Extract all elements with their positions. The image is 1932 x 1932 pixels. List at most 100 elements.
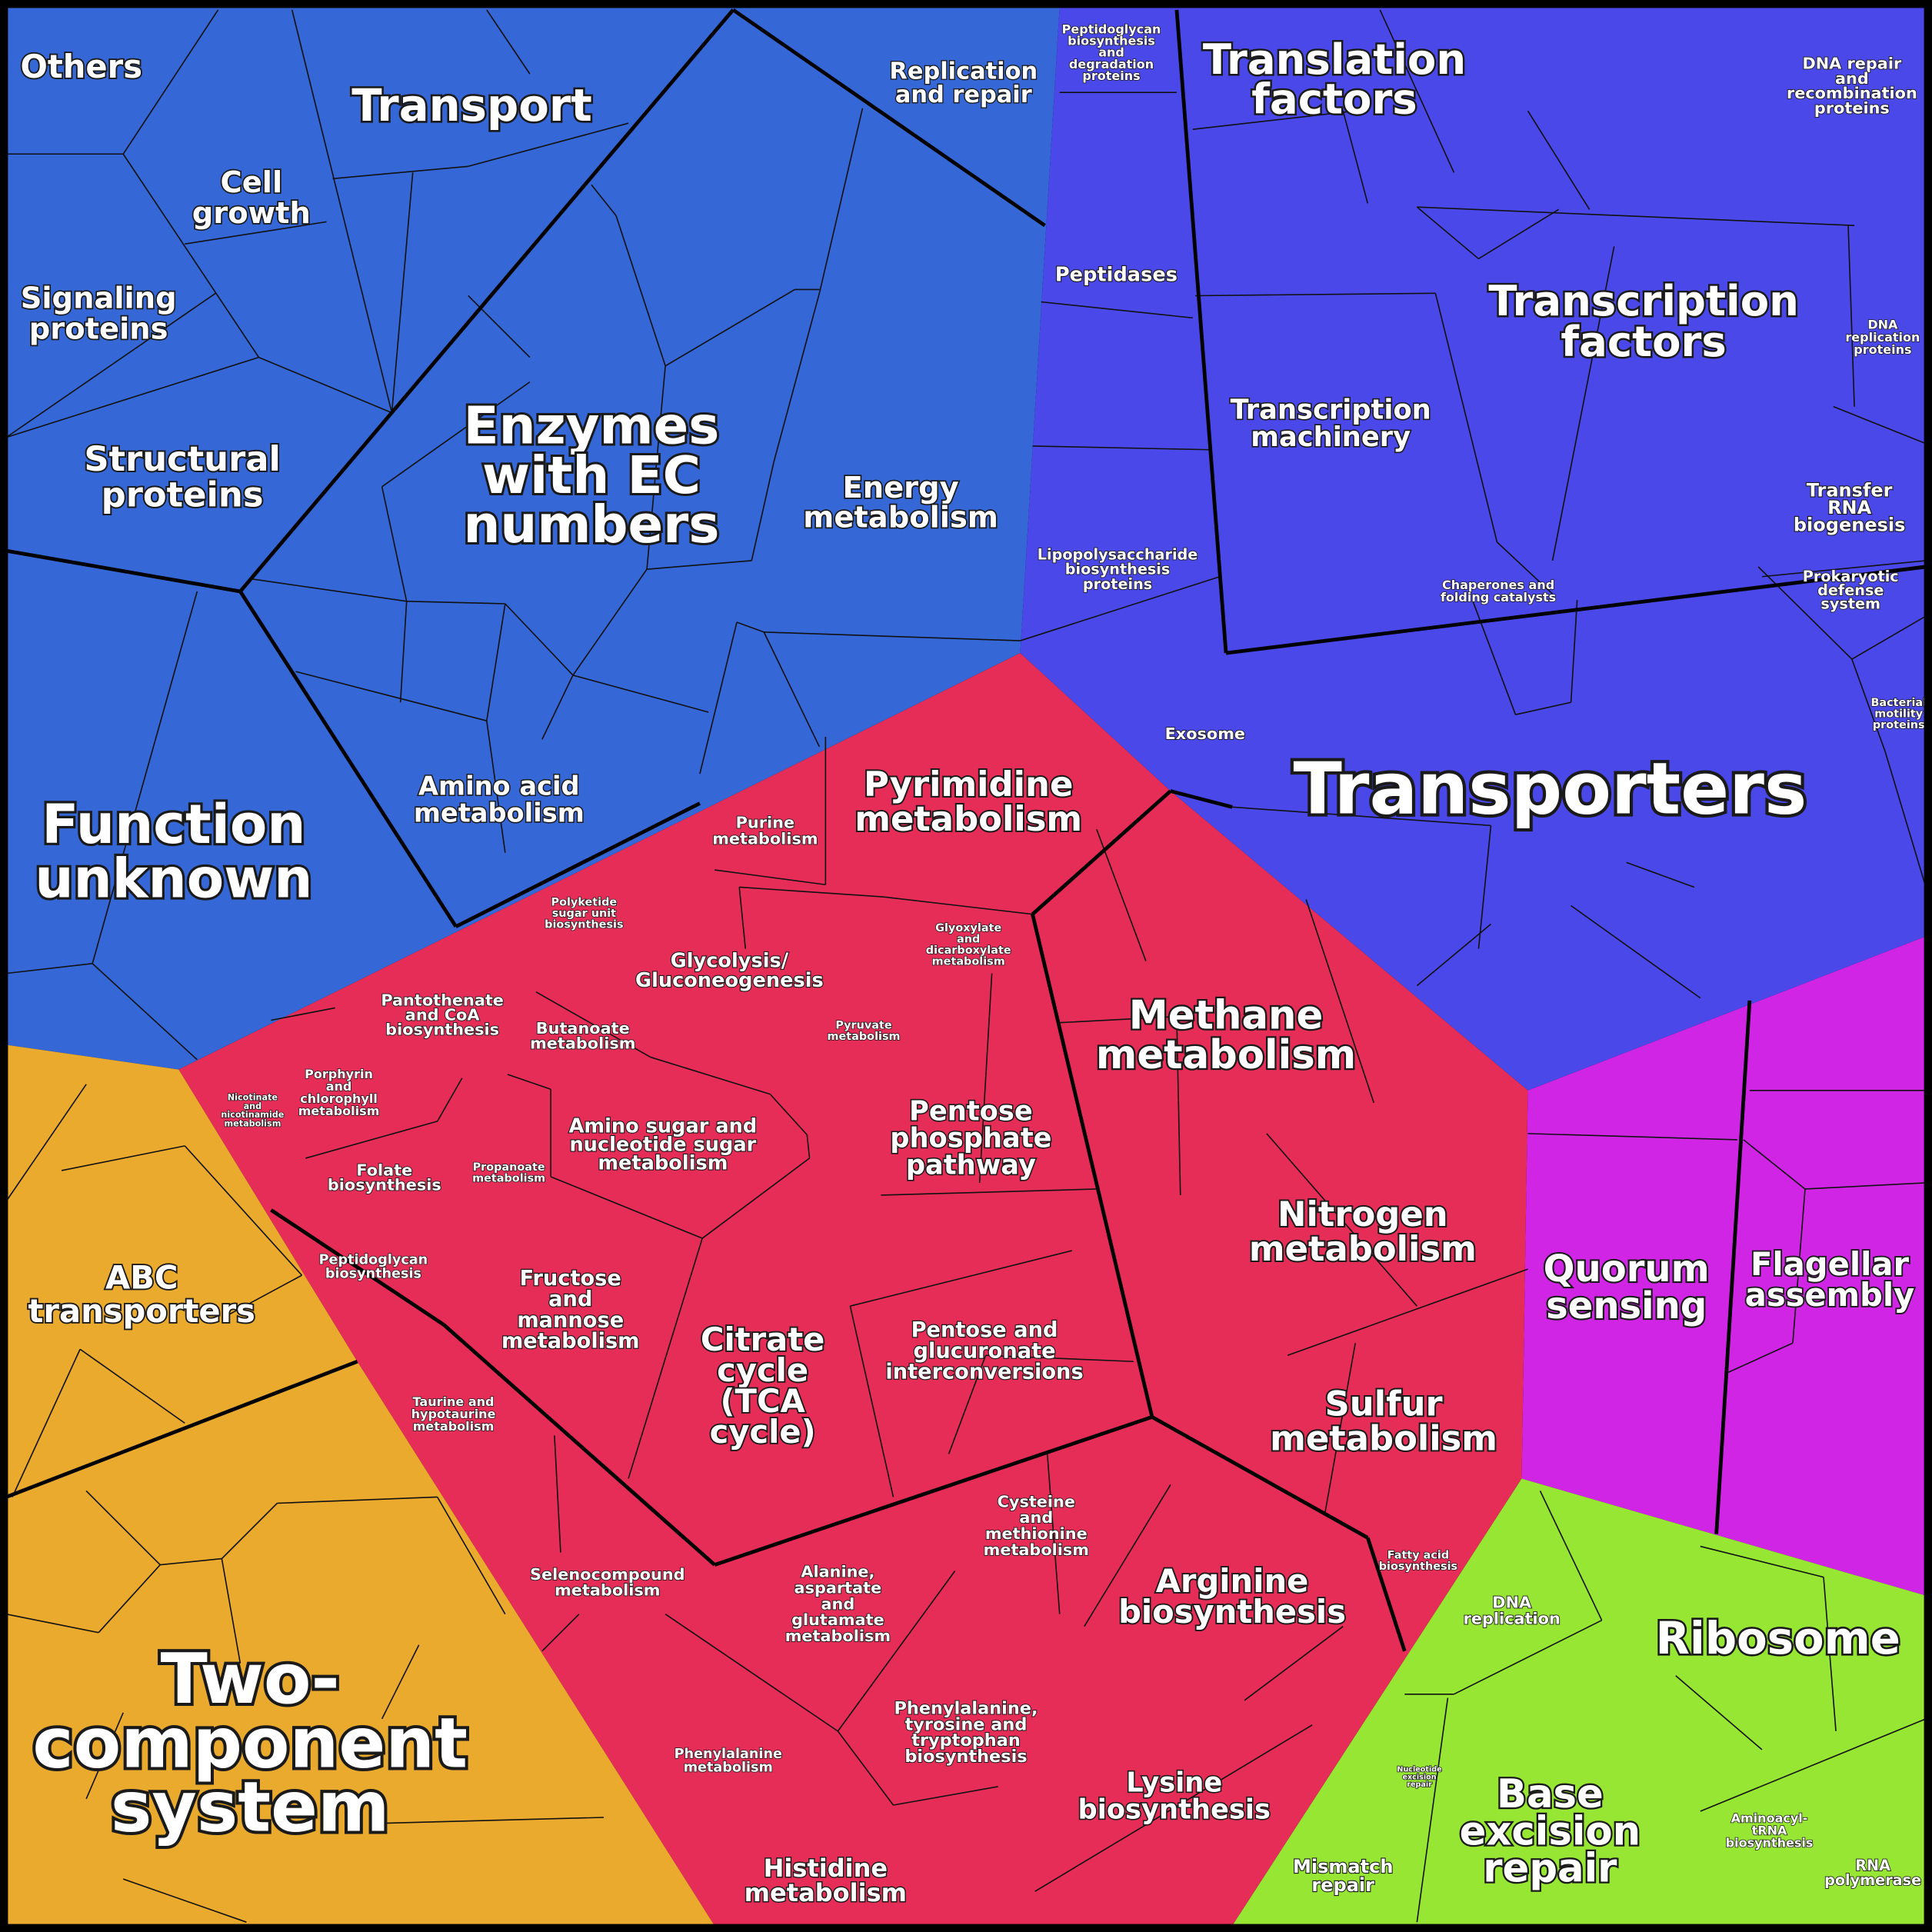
cell-label: Nucleotide excision repair [1397, 1766, 1442, 1789]
cell-border [252, 578, 407, 602]
label-line: Bacterial [1870, 697, 1927, 709]
label-line: Lipopolysaccharide [1038, 545, 1198, 563]
group-border [1170, 789, 1233, 809]
label-line: proteins [102, 474, 264, 515]
cell-label: Propanoate metabolism [472, 1161, 545, 1184]
label-line: aspartate [794, 1578, 882, 1597]
cell-label: Butanoate metabolism [530, 1019, 635, 1052]
cell-border [1454, 1619, 1603, 1695]
label-line: pathway [906, 1150, 1036, 1181]
label-line: Phenylalanine, [894, 1698, 1038, 1718]
cell-border [1266, 1133, 1417, 1307]
label-line: Transport [351, 79, 592, 132]
cell-label: Amino acid metabolism [414, 771, 585, 828]
group-border [442, 1323, 716, 1567]
cell-label: Flagellar assembly [1745, 1245, 1915, 1314]
label-line: proteins [1082, 68, 1140, 83]
cell-label: Transfer RNA biogenesis [1794, 480, 1906, 536]
cell-border [381, 381, 531, 488]
label-line: Arginine [1156, 1562, 1309, 1600]
label-line: Peptidoglycan [1062, 22, 1161, 36]
cell-label: Peptidases [1055, 263, 1178, 286]
label-line: Citrate [701, 1321, 825, 1358]
label-line: repair [1407, 1780, 1432, 1789]
label-line: Nucleotide [1397, 1766, 1442, 1774]
cell-label: Porphyrin and chlorophyll metabolism [298, 1067, 380, 1118]
cell-border [221, 1558, 242, 1664]
cell-border [646, 365, 666, 570]
cell-label: Prokaryotic defense system [1803, 568, 1899, 612]
label-line: Mismatch [1293, 1856, 1393, 1877]
label-line: Energy [842, 471, 958, 505]
cell-border [5, 1613, 99, 1634]
label-line: Nitrogen [1277, 1194, 1448, 1234]
cell-border [1884, 751, 1927, 888]
label-line: and [821, 1594, 855, 1613]
cell-label: Purine metabolism [712, 814, 818, 848]
label-line: DNA repair [1802, 55, 1902, 73]
label-line: biosynthesis [1726, 1835, 1814, 1850]
cell-label: Translation factors [1203, 35, 1466, 123]
cell-label: Selenocompound metabolism [530, 1565, 685, 1600]
cell-label: Nicotinate and nicotinamide metabolism [221, 1093, 284, 1129]
label-line: motility [1874, 708, 1923, 720]
cell-border [769, 1094, 808, 1136]
label-line: recombination [1787, 84, 1917, 102]
label-line: Flagellar [1750, 1245, 1910, 1283]
cell-border [1496, 541, 1554, 595]
label-line: Pyrimidine [864, 764, 1073, 804]
label-line: repair [1311, 1874, 1374, 1896]
label-line: hypotaurine [411, 1407, 496, 1421]
cell-border [1471, 599, 1517, 715]
cell-border [572, 675, 709, 713]
label-line: biosynthesis [1118, 1593, 1346, 1631]
cell-border [1324, 1343, 1357, 1516]
label-line: interconversions [885, 1361, 1083, 1384]
cell-label: ABC transporters [28, 1259, 255, 1330]
label-line: Replication [889, 58, 1038, 85]
cell-border [5, 1084, 87, 1202]
cell-border [184, 1145, 303, 1276]
label-line: Amino sugar and [569, 1114, 758, 1138]
label-line: Glycolysis/ [671, 950, 789, 973]
cell-border [295, 671, 488, 721]
label-line: Alanine, [801, 1563, 874, 1581]
cell-border [5, 356, 259, 438]
label-line: biosynthesis [545, 918, 623, 931]
cell-border [122, 9, 219, 155]
cell-border [1305, 899, 1375, 1104]
cell-border [738, 887, 747, 949]
label-line: Selenocompound [530, 1565, 685, 1584]
cell-border [1626, 861, 1695, 888]
cell-label: Signaling proteins [21, 281, 177, 347]
label-line: polymerase [1824, 1871, 1921, 1889]
cell-border [1416, 923, 1491, 987]
cell-border [258, 356, 392, 414]
label-line: Pentose [909, 1095, 1033, 1127]
cell-border [332, 165, 468, 180]
cell-border [1675, 1675, 1763, 1750]
label-line: phosphate [890, 1123, 1051, 1154]
cell-label: Others [20, 48, 142, 85]
label-line: folding catalysts [1441, 590, 1556, 605]
region-indigo [1020, 6, 1926, 1091]
cell-border [437, 1497, 506, 1615]
label-line: metabolism [472, 1172, 545, 1184]
cell-label: DNA repair and recombination proteins [1787, 55, 1917, 118]
cell-border [541, 675, 574, 740]
cell-border [628, 1237, 703, 1479]
cell-label: Peptidoglycan biosynthesis and degradation p… [1062, 22, 1161, 83]
cell-border [1059, 1015, 1177, 1024]
label-line: Transfer [1807, 480, 1893, 501]
group-border [238, 590, 458, 928]
cell-border [160, 1557, 222, 1566]
label-line: proteins [1083, 575, 1152, 593]
cell-border [1761, 560, 1927, 578]
label-line: biosynthesis [1065, 561, 1171, 578]
cell-label: Glycolysis/Gluconeogenesis [635, 950, 824, 993]
cell-border [486, 9, 531, 75]
cell-border [437, 1078, 463, 1122]
label-line: nucleotide sugar [569, 1133, 756, 1156]
cell-border [92, 963, 198, 1061]
label-line: assembly [1745, 1276, 1915, 1314]
